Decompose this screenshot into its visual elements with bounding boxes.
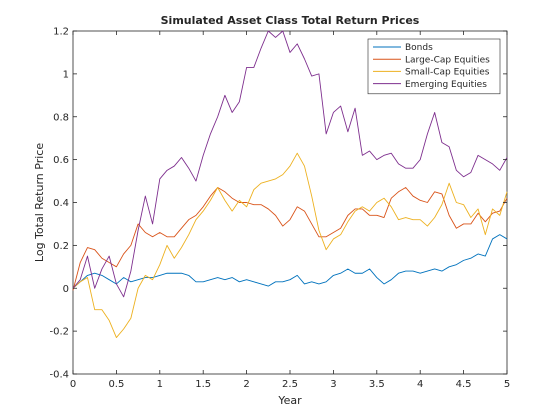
legend-label: Emerging Equities [405,80,487,90]
y-tick-label: 0.6 [53,155,69,166]
x-tick-label: 4.5 [456,379,472,390]
y-tick-label: -0.4 [49,370,69,381]
series-line-emerging-equities [72,30,508,298]
series-line-large-cap-equities [72,187,508,291]
legend-box [367,38,501,95]
y-tick-label: 0.8 [53,112,69,123]
x-tick-label: 1.5 [195,379,211,390]
x-tick-label: 0.5 [108,379,124,390]
series-line-small-cap-equities [72,152,508,339]
legend-label: Small-Cap Equities [405,68,490,78]
y-tick-label: -0.2 [49,327,69,338]
legend: Bonds Large-Cap Equities Small-Cap Equitie… [367,38,501,95]
legend-label: Large-Cap Equities [405,55,490,65]
x-axis-label: Year [277,394,302,407]
y-tick-label: 1 [63,69,69,80]
x-tick-label: 4 [417,379,423,390]
x-tick-label: 2.5 [282,379,298,390]
y-tick-label: 1.2 [53,27,69,38]
y-tick-label: 0 [63,284,69,295]
series-line-bonds [72,234,508,289]
x-tick-label: 0 [70,379,76,390]
x-tick-label: 3 [330,379,336,390]
x-tick-label: 5 [504,379,510,390]
x-tick-label: 1 [157,379,163,390]
x-tick-label: 2 [243,379,249,390]
x-tick-label: 3.5 [369,379,385,390]
legend-label: Bonds [405,43,433,53]
x-axis-ticks: 0 0.5 1 1.5 2 2.5 3 3.5 4 4.5 5 [70,31,510,390]
series-layer [72,30,508,339]
y-tick-label: 0.2 [53,241,69,252]
y-axis-ticks: -0.4 -0.2 0 0.2 0.4 0.6 0.8 1 1.2 [49,27,507,381]
chart-title: Simulated Asset Class Total Return Price… [161,14,420,27]
y-tick-label: 0.4 [53,198,69,209]
y-axis-label: Log Total Return Price [33,143,46,262]
